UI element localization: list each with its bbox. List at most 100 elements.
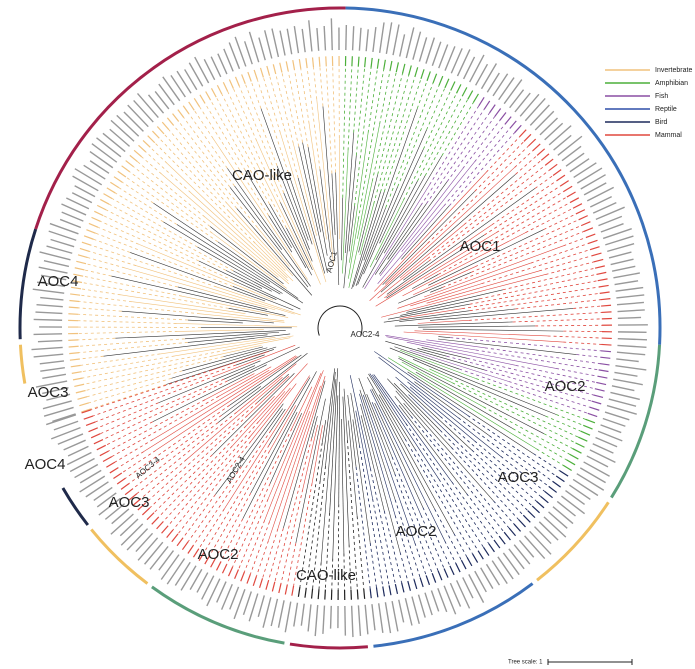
branch <box>233 280 277 300</box>
branch <box>362 175 426 288</box>
leaf-label <box>160 554 180 580</box>
clade-arc <box>289 642 369 650</box>
leaf-label <box>149 546 169 570</box>
leaf-connector <box>535 324 602 327</box>
leaf-label <box>497 556 514 580</box>
leaf-connector <box>84 269 112 277</box>
branch <box>379 149 424 244</box>
leaf-connector <box>78 330 178 334</box>
leaf-tip <box>601 311 612 314</box>
leaf-connector <box>220 518 244 562</box>
branch <box>311 425 323 484</box>
leaf-connector <box>294 69 309 148</box>
branch <box>221 386 262 416</box>
leaf-tip <box>73 273 84 277</box>
leaf-connector <box>377 73 403 175</box>
leaf-tip <box>394 583 399 594</box>
branch <box>269 413 302 484</box>
leaf-tip <box>466 556 473 567</box>
leaf-label <box>371 604 376 631</box>
branch <box>437 338 577 355</box>
branch-label: AOC2-4 <box>351 330 380 339</box>
leaf-label <box>589 449 616 463</box>
branch <box>204 373 255 401</box>
leaf-label <box>263 30 273 59</box>
leaf-tip <box>593 258 604 263</box>
branch <box>394 396 412 417</box>
branch <box>131 301 285 322</box>
leaf-label <box>615 365 647 371</box>
branch <box>381 274 546 318</box>
leaf-connector <box>471 449 533 507</box>
leaf-tip <box>363 588 366 599</box>
leaf-tip <box>583 227 594 233</box>
leaf-label <box>519 93 540 117</box>
leaf-label <box>66 451 92 466</box>
leaf-connector <box>399 552 409 582</box>
leaf-label <box>597 430 623 442</box>
clade-arc <box>610 344 662 499</box>
leaf-label <box>32 288 65 294</box>
branch <box>389 347 557 415</box>
leaf-tip <box>566 191 576 198</box>
branch <box>225 270 263 289</box>
branch <box>398 272 472 304</box>
branch <box>236 363 297 413</box>
clade-label: AOC4 <box>38 273 79 290</box>
leaf-tip <box>438 75 444 86</box>
branch <box>241 408 283 467</box>
leaf-connector <box>300 68 310 124</box>
leaf-label <box>279 30 286 56</box>
branch <box>280 132 327 283</box>
leaf-connector <box>427 145 529 244</box>
branch <box>367 377 455 534</box>
leaf-connector <box>105 209 227 271</box>
leaf-connector <box>215 96 287 229</box>
branch <box>257 165 310 268</box>
leaf-label <box>392 24 400 56</box>
leaf-tip <box>544 158 554 166</box>
leaf-label <box>557 135 583 156</box>
branch <box>136 265 295 315</box>
leaf-tip <box>241 74 246 84</box>
leaf-label <box>538 521 559 541</box>
leaf-tip <box>94 210 104 217</box>
leaf-connector <box>274 438 313 582</box>
leaf-tip <box>305 58 308 69</box>
leaf-label <box>229 586 240 610</box>
leaf-connector <box>324 512 331 590</box>
leaf-connector <box>545 261 594 275</box>
leaf-connector <box>85 263 178 288</box>
leaf-tip <box>599 362 610 366</box>
leaf-label <box>111 508 130 525</box>
leaf-connector <box>79 355 104 360</box>
leaf-connector <box>462 286 599 310</box>
leaf-label <box>158 83 175 106</box>
branch <box>228 211 286 271</box>
branch <box>138 243 274 301</box>
leaf-connector <box>313 67 318 100</box>
leaf-tip <box>455 84 462 94</box>
leaf-label <box>617 309 645 313</box>
leaf-tip <box>192 548 200 558</box>
leaf-label <box>158 550 175 571</box>
leaf-connector <box>348 544 352 590</box>
leaf-label <box>258 37 266 61</box>
leaf-label <box>59 218 82 229</box>
leaf-label <box>583 461 610 477</box>
branch <box>375 180 418 261</box>
leaf-label <box>40 366 65 372</box>
branch <box>291 386 313 429</box>
branch <box>412 359 546 417</box>
leaf-label <box>40 296 64 301</box>
leaf-label <box>364 604 369 635</box>
branch <box>386 234 485 299</box>
leaf-label <box>524 535 546 560</box>
leaf-connector <box>446 116 496 182</box>
leaf-label <box>35 380 68 388</box>
leaf-tip <box>141 507 151 516</box>
leaf-tip <box>71 371 82 374</box>
leaf-tip <box>375 587 379 598</box>
branch <box>352 419 371 543</box>
leaf-tip <box>513 523 522 532</box>
